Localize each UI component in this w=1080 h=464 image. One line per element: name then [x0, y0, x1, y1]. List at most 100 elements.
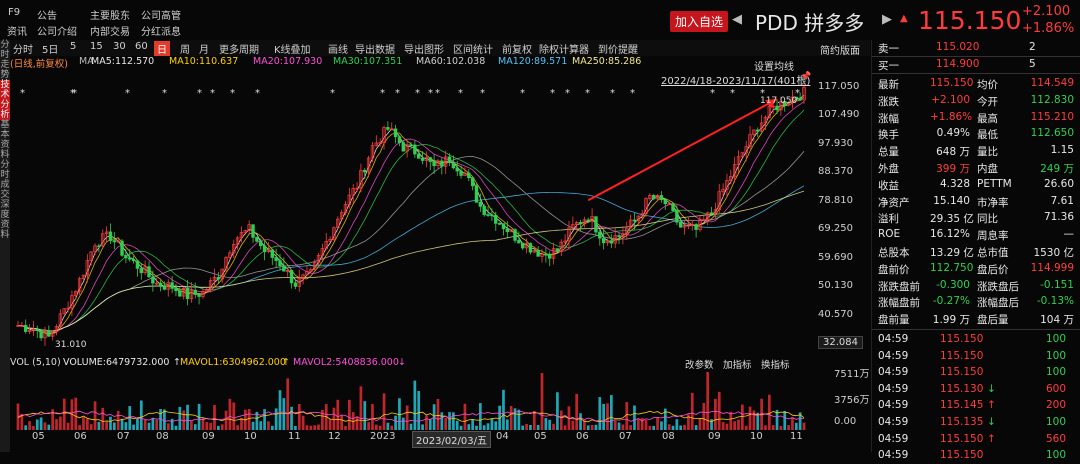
- buy1-volume: 5: [1029, 58, 1036, 70]
- event-marker-icon[interactable]: *: [415, 88, 420, 99]
- left-strip-char[interactable]: 析: [0, 110, 10, 120]
- set-ma-button[interactable]: 设置均线: [754, 62, 794, 73]
- event-marker-icon[interactable]: *: [730, 88, 735, 99]
- event-marker-icon[interactable]: *: [330, 88, 335, 99]
- date-axis-label: 09: [202, 431, 215, 442]
- ma-label[interactable]: MA: [79, 56, 94, 67]
- left-strip-char[interactable]: 势: [0, 70, 10, 80]
- event-marker-icon[interactable]: *: [395, 88, 400, 99]
- volume-bar: [579, 413, 582, 430]
- toolbar-item[interactable]: 周: [180, 45, 190, 56]
- candle-body: [147, 266, 151, 278]
- price-axis-label: 78.810: [818, 194, 853, 206]
- event-marker-icon[interactable]: *: [20, 88, 25, 99]
- toolbar-item[interactable]: K线叠加: [274, 45, 311, 56]
- event-marker-icon[interactable]: *: [380, 88, 385, 99]
- nav-insider[interactable]: 内部交易: [90, 27, 130, 38]
- toolbar-item[interactable]: 月: [199, 45, 209, 56]
- event-marker-icon[interactable]: *: [585, 88, 590, 99]
- toolbar-item[interactable]: 30: [113, 41, 126, 52]
- nav-profile[interactable]: 公司介绍: [37, 27, 77, 38]
- event-marker-icon[interactable]: *: [210, 88, 215, 99]
- event-marker-icon[interactable]: *: [795, 88, 800, 99]
- left-strip-char[interactable]: 基: [0, 120, 10, 130]
- toolbar-item[interactable]: 分时: [13, 45, 33, 56]
- date-axis-label: 12: [328, 431, 341, 442]
- left-strip-char[interactable]: 时: [0, 50, 10, 60]
- event-marker-icon[interactable]: *: [520, 88, 525, 99]
- event-marker-icon[interactable]: *: [428, 88, 433, 99]
- nav-notice[interactable]: 公告: [37, 11, 57, 22]
- switch-indicator-button[interactable]: 换指标: [761, 360, 790, 371]
- event-marker-icon[interactable]: *: [230, 88, 235, 99]
- volume-bar: [756, 412, 760, 430]
- event-marker-icon[interactable]: *: [630, 88, 635, 99]
- add-indicator-button[interactable]: 加指标: [723, 360, 752, 371]
- event-marker-icon[interactable]: *: [72, 88, 77, 99]
- left-strip-char[interactable]: 资: [0, 220, 10, 230]
- left-strip-char[interactable]: 度: [0, 210, 10, 220]
- left-strip-char[interactable]: 术: [0, 90, 10, 100]
- left-strip-char[interactable]: 深: [0, 200, 10, 210]
- nav-dividend[interactable]: 分红派息: [141, 27, 181, 38]
- nav-info[interactable]: 资讯: [7, 27, 27, 38]
- left-strip-char[interactable]: 分: [0, 160, 10, 170]
- candle-body: [528, 243, 533, 253]
- toolbar-item[interactable]: 导出数据: [355, 45, 395, 56]
- left-strip-char[interactable]: 成: [0, 180, 10, 190]
- tick-price: 115.135: [940, 416, 984, 428]
- left-strip-char[interactable]: 本: [0, 130, 10, 140]
- left-strip-char[interactable]: 资: [0, 140, 10, 150]
- toolbar-item[interactable]: 更多周期: [219, 45, 259, 56]
- event-marker-icon[interactable]: *: [435, 88, 440, 99]
- event-marker-icon[interactable]: *: [70, 88, 75, 99]
- toolbar-item[interactable]: 导出图形: [404, 45, 444, 56]
- left-strip-char[interactable]: 时: [0, 170, 10, 180]
- add-favorite-button[interactable]: 加入自选: [670, 11, 729, 32]
- toolbar-item[interactable]: 画线: [328, 45, 348, 56]
- event-marker-icon[interactable]: *: [255, 88, 260, 99]
- pin-icon[interactable]: 📌: [800, 72, 812, 82]
- left-strip-char[interactable]: 料: [0, 230, 10, 240]
- event-marker-icon[interactable]: *: [480, 88, 485, 99]
- nav-f9[interactable]: F9: [8, 7, 21, 18]
- layout-toggle-button[interactable]: 简约版面: [820, 46, 860, 57]
- nav-executives[interactable]: 公司高管: [141, 11, 181, 22]
- candle-body: [193, 289, 197, 295]
- left-strip-char[interactable]: 分: [0, 100, 10, 110]
- volume-bar: [190, 421, 193, 430]
- toolbar-item[interactable]: 5日: [42, 45, 59, 56]
- left-strip-char[interactable]: 交: [0, 190, 10, 200]
- nav-holders[interactable]: 主要股东: [90, 11, 130, 22]
- vol-label[interactable]: VOL (5,10): [10, 357, 61, 368]
- volume-bar: [294, 425, 297, 430]
- toolbar-item[interactable]: 除权计算器: [539, 45, 589, 56]
- toolbar-item[interactable]: 前复权: [502, 45, 532, 56]
- toolbar-item[interactable]: 区间统计: [453, 45, 493, 56]
- event-marker-icon[interactable]: *: [197, 88, 202, 99]
- event-marker-icon[interactable]: *: [458, 88, 463, 99]
- left-strip-char[interactable]: 技: [0, 80, 10, 90]
- event-marker-icon[interactable]: *: [162, 88, 167, 99]
- prev-stock-icon[interactable]: ◀: [732, 12, 742, 27]
- candlestick-chart[interactable]: * ** * * * * * * * * * * * * * * * * * * * * * * * *: [10, 70, 810, 357]
- event-marker-icon[interactable]: *: [550, 88, 555, 99]
- left-strip-char[interactable]: 料: [0, 150, 10, 160]
- event-marker-icon[interactable]: *: [760, 88, 765, 99]
- change-param-button[interactable]: 改参数: [685, 360, 714, 371]
- toolbar-item[interactable]: 日: [154, 41, 170, 56]
- next-stock-icon[interactable]: ▶: [882, 12, 892, 27]
- left-strip-char[interactable]: 分: [0, 40, 10, 50]
- toolbar-item[interactable]: 到价提醒: [598, 45, 638, 56]
- event-marker-icon[interactable]: *: [125, 88, 130, 99]
- volume-bar: [513, 408, 517, 430]
- volume-chart[interactable]: [10, 372, 810, 430]
- toolbar-item[interactable]: 15: [90, 41, 103, 52]
- toolbar-item[interactable]: 5: [70, 41, 77, 52]
- event-marker-icon[interactable]: *: [565, 88, 570, 99]
- candle-body: [324, 240, 328, 249]
- event-marker-icon[interactable]: *: [710, 88, 715, 99]
- event-marker-icon[interactable]: *: [610, 88, 615, 99]
- left-strip-char[interactable]: 走: [0, 60, 10, 70]
- toolbar-item[interactable]: 60: [135, 41, 148, 52]
